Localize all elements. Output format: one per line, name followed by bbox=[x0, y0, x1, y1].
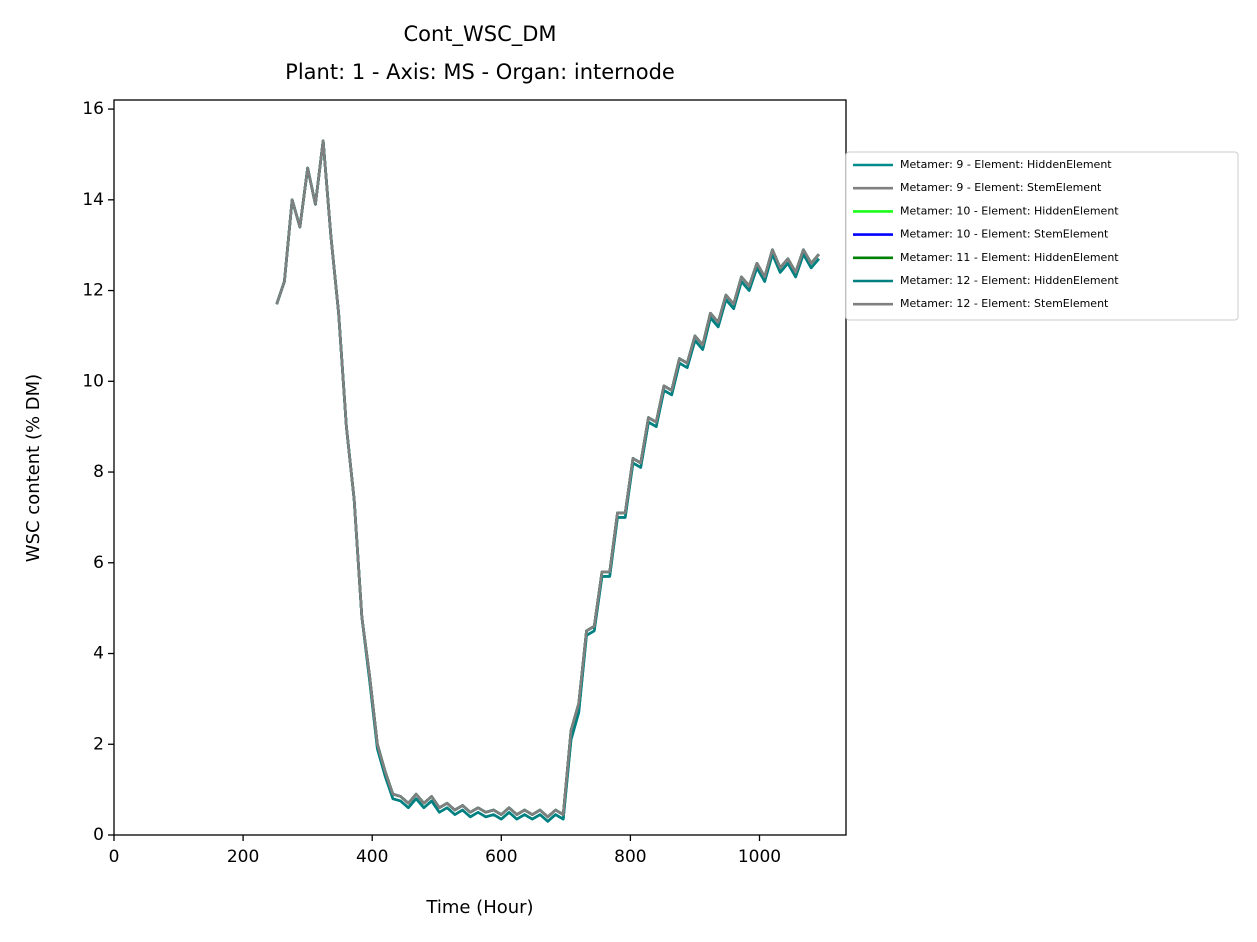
x-tick-label: 400 bbox=[356, 847, 388, 867]
y-tick-label: 14 bbox=[82, 190, 104, 210]
series-line bbox=[275, 139, 820, 819]
series-line bbox=[275, 139, 820, 819]
y-tick-label: 8 bbox=[93, 462, 104, 482]
x-tick-label: 600 bbox=[485, 847, 517, 867]
x-axis-title: Time (Hour) bbox=[425, 897, 533, 918]
x-tick-label: 0 bbox=[109, 847, 120, 867]
y-tick-label: 12 bbox=[82, 281, 104, 301]
series-line bbox=[275, 139, 820, 819]
y-tick-label: 6 bbox=[93, 553, 104, 573]
legend-box bbox=[845, 151, 1239, 321]
legend-label: Metamer: 9 - Element: HiddenElement bbox=[900, 158, 1112, 171]
legend-label: Metamer: 12 - Element: HiddenElement bbox=[900, 274, 1119, 287]
x-tick-label: 200 bbox=[227, 847, 259, 867]
y-tick-label: 2 bbox=[93, 734, 104, 754]
y-tick-label: 16 bbox=[82, 99, 104, 119]
y-axis-title: WSC content (% DM) bbox=[23, 374, 44, 562]
legend-label: Metamer: 11 - Element: HiddenElement bbox=[900, 251, 1119, 264]
x-tick-label: 800 bbox=[614, 847, 646, 867]
chart-subtitle: Plant: 1 - Axis: MS - Organ: internode bbox=[285, 60, 675, 84]
legend-label: Metamer: 12 - Element: StemElement bbox=[900, 297, 1109, 310]
series-line bbox=[275, 139, 820, 819]
series-line bbox=[275, 139, 820, 823]
y-tick-label: 10 bbox=[82, 371, 104, 391]
legend-label: Metamer: 10 - Element: StemElement bbox=[900, 228, 1109, 241]
y-tick-label: 0 bbox=[93, 825, 104, 845]
plot-frame bbox=[113, 99, 847, 836]
legend: Metamer: 9 - Element: HiddenElement Metam… bbox=[845, 151, 1239, 321]
x-tick-label: 1000 bbox=[738, 847, 781, 867]
legend-label: Metamer: 10 - Element: HiddenElement bbox=[900, 204, 1119, 217]
legend-label: Metamer: 9 - Element: StemElement bbox=[900, 181, 1102, 194]
y-tick-label: 4 bbox=[93, 644, 104, 664]
chart-title: Cont_WSC_DM bbox=[403, 22, 556, 47]
series-line bbox=[275, 139, 820, 819]
series-line bbox=[275, 139, 820, 823]
